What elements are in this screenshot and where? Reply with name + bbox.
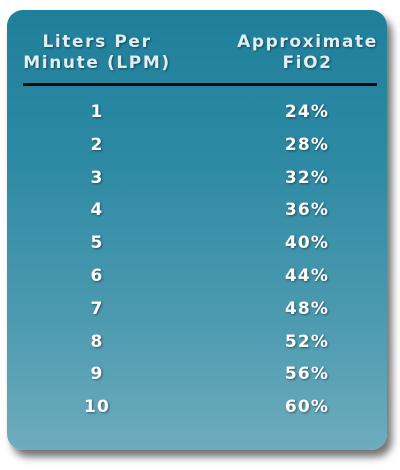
table-row: 5 40% <box>7 233 387 266</box>
cell-lpm: 3 <box>90 167 104 188</box>
table-row: 9 56% <box>7 364 387 397</box>
cell-lpm: 4 <box>90 200 104 221</box>
header-divider <box>23 83 377 86</box>
cell-lpm: 2 <box>90 134 104 155</box>
header-lpm-line-2: Minute (LPM) <box>23 53 171 73</box>
header-fio2: Approximate FiO2 <box>225 32 390 74</box>
cell-lpm: 5 <box>90 233 104 254</box>
header-fio2-line-2: FiO2 <box>282 53 333 73</box>
table-row: 1 24% <box>7 102 387 135</box>
cell-fio2: 60% <box>284 397 330 418</box>
cell-fio2: 44% <box>284 265 330 286</box>
cell-lpm: 7 <box>90 298 104 319</box>
table-body: 1 24% 2 28% 3 32% 4 36% 5 40% 6 44% 7 48… <box>7 102 387 430</box>
table-row: 6 44% <box>7 266 387 299</box>
cell-lpm: 8 <box>90 331 104 352</box>
header-lpm: Liters Per Minute (LPM) <box>22 32 172 74</box>
cell-fio2: 32% <box>284 167 330 188</box>
table-row: 4 36% <box>7 200 387 233</box>
cell-fio2: 56% <box>284 364 330 385</box>
cell-fio2: 24% <box>284 102 330 122</box>
cell-fio2: 40% <box>284 233 330 254</box>
cell-lpm: 1 <box>90 102 104 122</box>
table-row: 8 52% <box>7 332 387 365</box>
cell-fio2: 52% <box>284 331 330 352</box>
cell-lpm: 6 <box>90 265 104 286</box>
header-lpm-line-1: Liters Per <box>42 32 152 52</box>
table-header: Liters Per Minute (LPM) Approximate FiO2 <box>7 32 387 80</box>
table-row: 7 48% <box>7 299 387 332</box>
cell-lpm: 10 <box>83 397 111 418</box>
table-row: 10 60% <box>7 397 387 430</box>
table-row: 3 32% <box>7 168 387 201</box>
header-fio2-line-1: Approximate <box>237 32 378 52</box>
cell-fio2: 28% <box>284 134 330 155</box>
table-row: 2 28% <box>7 135 387 168</box>
cell-fio2: 48% <box>284 298 330 319</box>
cell-lpm: 9 <box>90 364 104 385</box>
fio2-table-card: Liters Per Minute (LPM) Approximate FiO2… <box>7 10 387 450</box>
cell-fio2: 36% <box>284 200 330 221</box>
